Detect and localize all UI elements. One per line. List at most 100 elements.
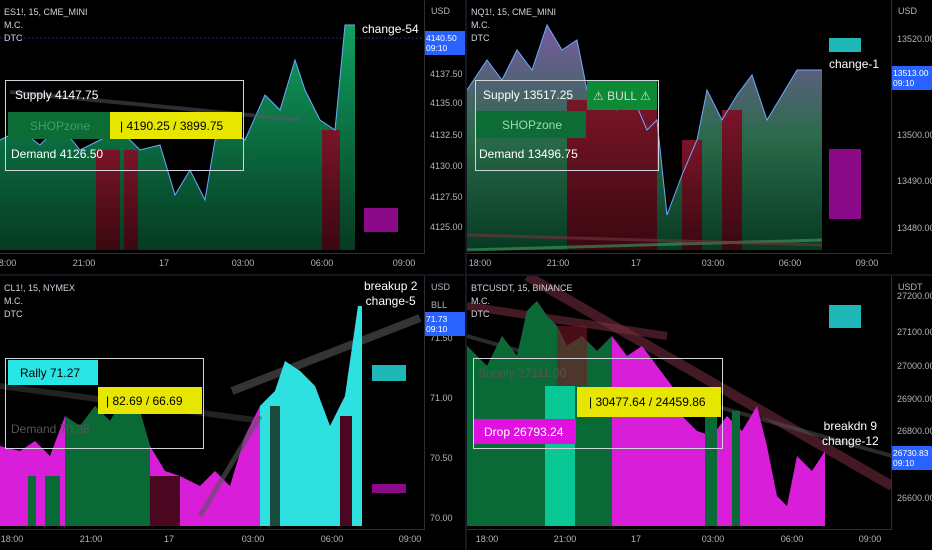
cl-rally-label: Rally 71.27 [8, 360, 98, 385]
es-tick: 4125.00 [430, 222, 463, 232]
cl-time-label: 03:00 [241, 534, 265, 544]
cl-time-label: 06:00 [320, 534, 344, 544]
es-time-label: 18:00 [0, 258, 17, 268]
nq-badge-time: 09:10 [893, 78, 915, 88]
btc-indicator-dtc: DTC [471, 309, 490, 319]
cl-magenta-marker [372, 484, 406, 493]
cl-price-badge: 71.73 09:10 [425, 312, 465, 336]
es-time-label: 06:00 [310, 258, 334, 268]
btc-tick: 27000.00 [897, 361, 932, 371]
nq-plot[interactable] [467, 0, 932, 274]
cl-axis-unit2: BLL [431, 300, 448, 310]
btc-tick: 27200.00 [897, 291, 932, 301]
btc-axis-unit: USDT [898, 282, 923, 292]
es-tick: 4137.50 [430, 69, 463, 79]
cl-plot[interactable] [0, 276, 465, 550]
nq-header: NQ1!, 15, CME_MINI M.C. DTC [471, 6, 556, 45]
nq-time-label: 03:00 [701, 258, 725, 268]
btc-time-label: 06:00 [780, 534, 804, 544]
nq-time-axis[interactable]: 18:00 21:00 17 03:00 06:00 09:00 [467, 253, 892, 274]
btc-drop-label: Drop 26793.24 [474, 419, 576, 444]
btc-time-label: 09:00 [858, 534, 882, 544]
cl-badge-time: 09:10 [426, 324, 448, 334]
nq-time-label: 09:00 [855, 258, 879, 268]
nq-badge-price: 13513.00 [893, 68, 929, 78]
btc-price-badge: 26730.83 09:10 [892, 446, 932, 470]
cl-cyan-marker [372, 365, 406, 381]
es-magenta-marker [364, 208, 398, 232]
es-time-label: 17 [158, 258, 170, 268]
btc-time-axis[interactable]: 18:00 21:00 17 03:00 06:00 09:00 [467, 529, 892, 550]
nq-bull-label: ⚠ BULL ⚠ [587, 81, 657, 110]
es-plot[interactable] [0, 0, 465, 274]
btc-time-label: 03:00 [701, 534, 725, 544]
btc-time-label: 21:00 [553, 534, 577, 544]
nq-price-badge: 13513.00 09:10 [892, 66, 932, 90]
es-time-label: 09:00 [392, 258, 416, 268]
btc-info-box [473, 358, 723, 449]
cl-tick: 70.00 [430, 513, 453, 523]
es-supply-label: Supply 4147.75 [15, 88, 99, 102]
btc-tick: 26900.00 [897, 394, 932, 404]
nq-shopzone-label: SHOPzone [476, 111, 586, 138]
btc-time-label: 17 [630, 534, 642, 544]
nq-demand-label: Demand 13496.75 [479, 147, 578, 161]
cl-demand-label: Demand 70.38 [11, 422, 90, 436]
btc-symbol[interactable]: BTCUSDT, 15, BINANCE [471, 283, 573, 293]
es-symbol[interactable]: ES1!, 15, CME_MINI [4, 7, 88, 17]
es-indicator-mc: M.C. [4, 20, 23, 30]
nq-time-label: 17 [630, 258, 642, 268]
nq-info-box [475, 80, 659, 171]
cl-tick: 71.00 [430, 393, 453, 403]
es-time-label: 03:00 [231, 258, 255, 268]
chart-panel-es[interactable]: ES1!, 15, CME_MINI M.C. DTC Supply 4147.… [0, 0, 465, 274]
nq-indicator-mc: M.C. [471, 20, 490, 30]
es-time-axis[interactable]: 18:00 21:00 17 03:00 06:00 09:00 [0, 253, 425, 274]
btc-badge-time: 09:10 [893, 458, 915, 468]
chart-panel-btc[interactable]: BTCUSDT, 15, BINANCE M.C. DTC Supply 271… [467, 276, 932, 550]
es-shopzone-label: SHOPzone [8, 112, 110, 139]
cl-tick: 70.50 [430, 453, 453, 463]
cl-range-label: | 82.69 / 66.69 [98, 387, 202, 414]
nq-tick: 13490.00 [897, 176, 932, 186]
btc-badge-price: 26730.83 [893, 448, 929, 458]
es-indicator-dtc: DTC [4, 33, 23, 43]
es-area [0, 25, 355, 250]
es-tick: 4127.50 [430, 192, 463, 202]
cl-symbol[interactable]: CL1!, 15, NYMEX [4, 283, 76, 293]
btc-price-axis[interactable]: USDT 27200.00 27100.00 27000.00 26900.00… [891, 276, 932, 550]
nq-cyan-marker [829, 38, 861, 52]
chart-panel-cl[interactable]: CL1!, 15, NYMEX M.C. DTC Rally 71.27 | 8… [0, 276, 465, 550]
es-price-axis[interactable]: USD 4137.50 4135.00 4132.50 4130.00 4127… [424, 0, 465, 274]
nq-supply-label: Supply 13517.25 [483, 88, 574, 102]
btc-range-label: | 30477.64 / 24459.86 [577, 387, 721, 417]
nq-tick: 13480.00 [897, 223, 932, 233]
cl-time-label: 18:00 [0, 534, 24, 544]
cl-tick: 71.50 [430, 333, 453, 343]
es-range-label: | 4190.25 / 3899.75 [110, 112, 242, 139]
nq-price-axis[interactable]: USD 13520.00 13500.00 13490.00 13480.00 … [891, 0, 932, 274]
nq-indicator-dtc: DTC [471, 33, 490, 43]
nq-tick: 13500.00 [897, 130, 932, 140]
btc-breakdn-annotation: breakdn 9 change-12 [822, 419, 879, 448]
es-tick: 4130.00 [430, 161, 463, 171]
chart-panel-nq[interactable]: NQ1!, 15, CME_MINI M.C. DTC Supply 13517… [467, 0, 932, 274]
btc-indicator-mc: M.C. [471, 296, 490, 306]
es-change-annotation: change-54 [362, 22, 419, 36]
btc-time-label: 18:00 [475, 534, 499, 544]
cl-price-axis[interactable]: USD BLL 71.50 71.00 70.50 70.00 71.73 09… [424, 276, 465, 550]
btc-tick: 26800.00 [897, 426, 932, 436]
es-badge-price: 4140.50 [426, 33, 457, 43]
btc-tick: 26600.00 [897, 493, 932, 503]
nq-axis-unit: USD [898, 6, 918, 16]
cl-header: CL1!, 15, NYMEX M.C. DTC [4, 282, 75, 321]
cl-time-label: 09:00 [398, 534, 422, 544]
es-price-badge: 4140.50 09:10 [425, 31, 465, 55]
es-demand-label: Demand 4126.50 [11, 147, 104, 161]
nq-symbol[interactable]: NQ1!, 15, CME_MINI [471, 7, 557, 17]
es-info-box [5, 80, 244, 171]
cl-time-axis[interactable]: 18:00 21:00 17 03:00 06:00 09:00 [0, 529, 425, 550]
es-axis-unit: USD [431, 6, 451, 16]
cl-badge-price: 71.73 [426, 314, 448, 324]
es-tick: 4132.50 [430, 130, 463, 140]
